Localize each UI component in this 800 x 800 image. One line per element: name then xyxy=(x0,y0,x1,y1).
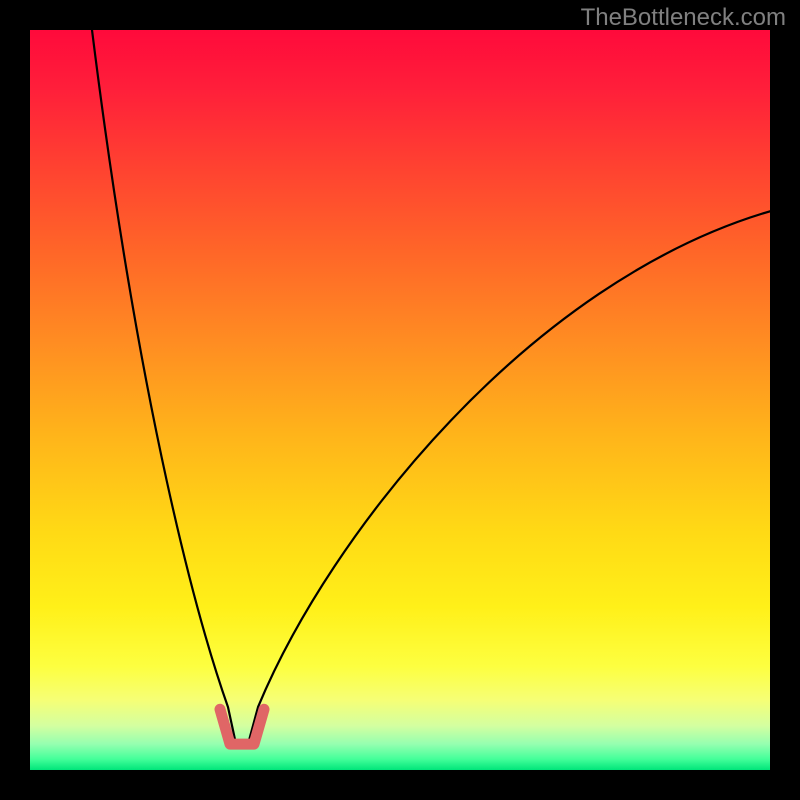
chart-background xyxy=(30,30,770,770)
watermark-text: TheBottleneck.com xyxy=(581,4,786,32)
chart-frame xyxy=(30,30,770,770)
chart-svg xyxy=(30,30,770,770)
